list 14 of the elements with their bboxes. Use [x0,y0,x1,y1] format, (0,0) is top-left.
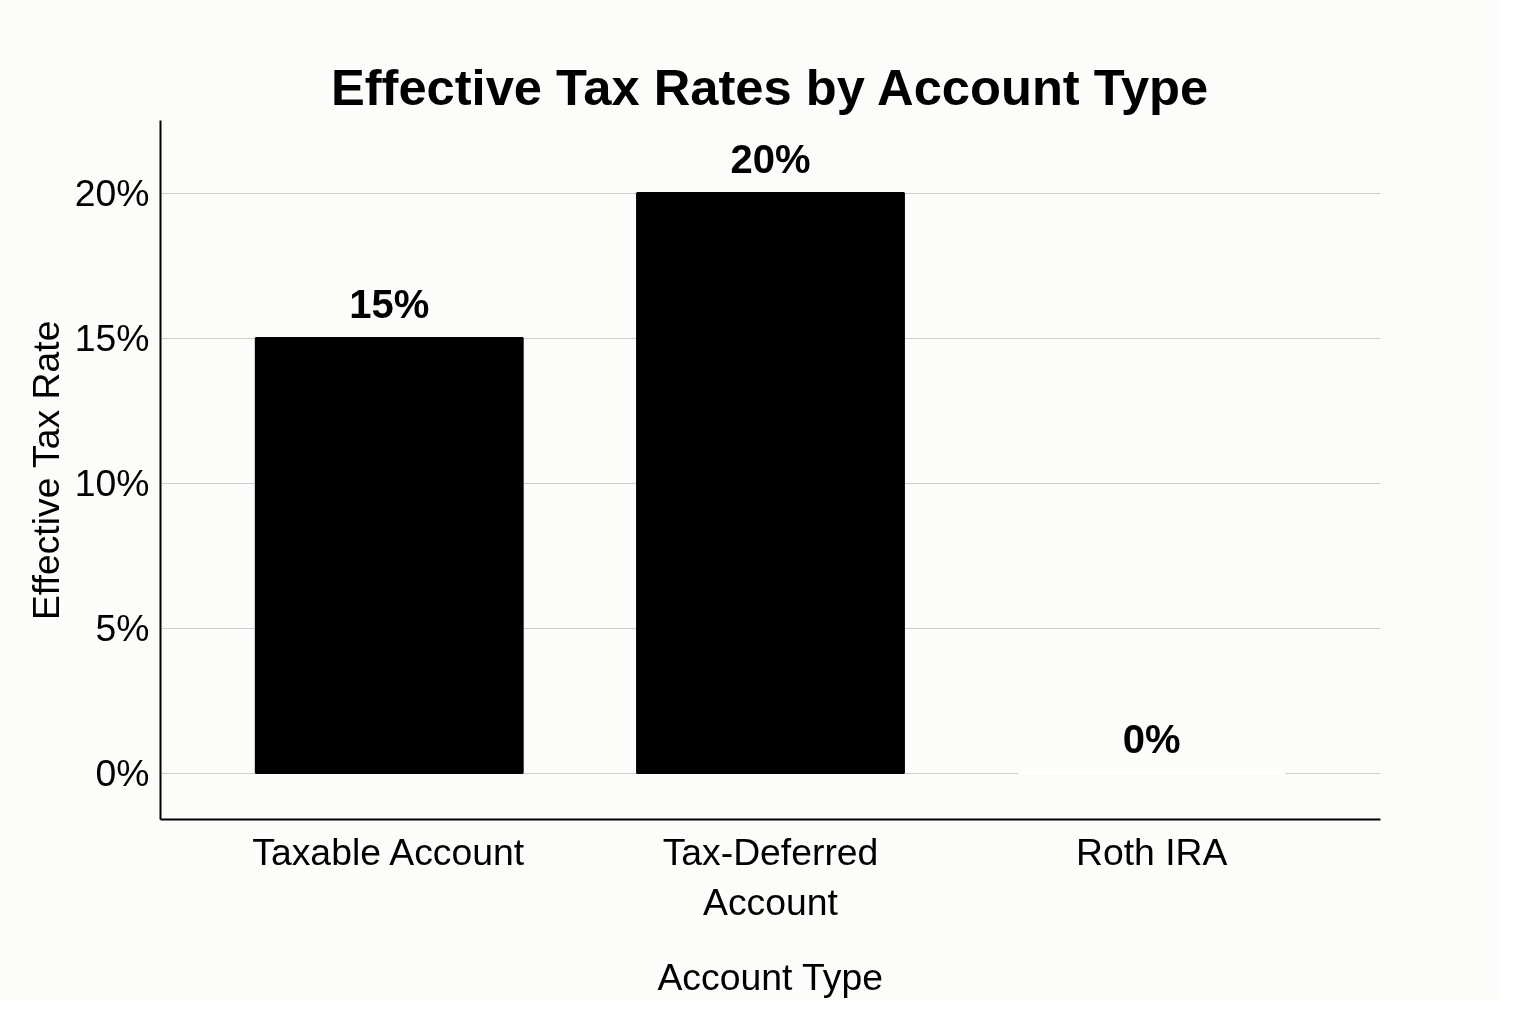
y-tick-label: 10% [74,462,150,505]
x-tick-label: Taxable Account [252,830,525,873]
y-axis-title: Effective Tax Rate [24,320,67,621]
x-axis-title: Account Type [657,955,883,998]
y-tick-label: 0% [95,752,150,795]
data-label: 0% [1122,717,1181,762]
x-tick-label: Tax-Deferred Account [662,830,879,923]
data-label: 15% [349,282,430,327]
y-tick-label: 20% [74,172,150,215]
data-label: 20% [730,137,811,182]
x-tick-label: Roth IRA [1076,830,1228,873]
chart-title: Effective Tax Rates by Account Type [330,58,1209,116]
y-tick-label: 15% [74,317,150,360]
y-tick-label: 5% [95,607,150,650]
